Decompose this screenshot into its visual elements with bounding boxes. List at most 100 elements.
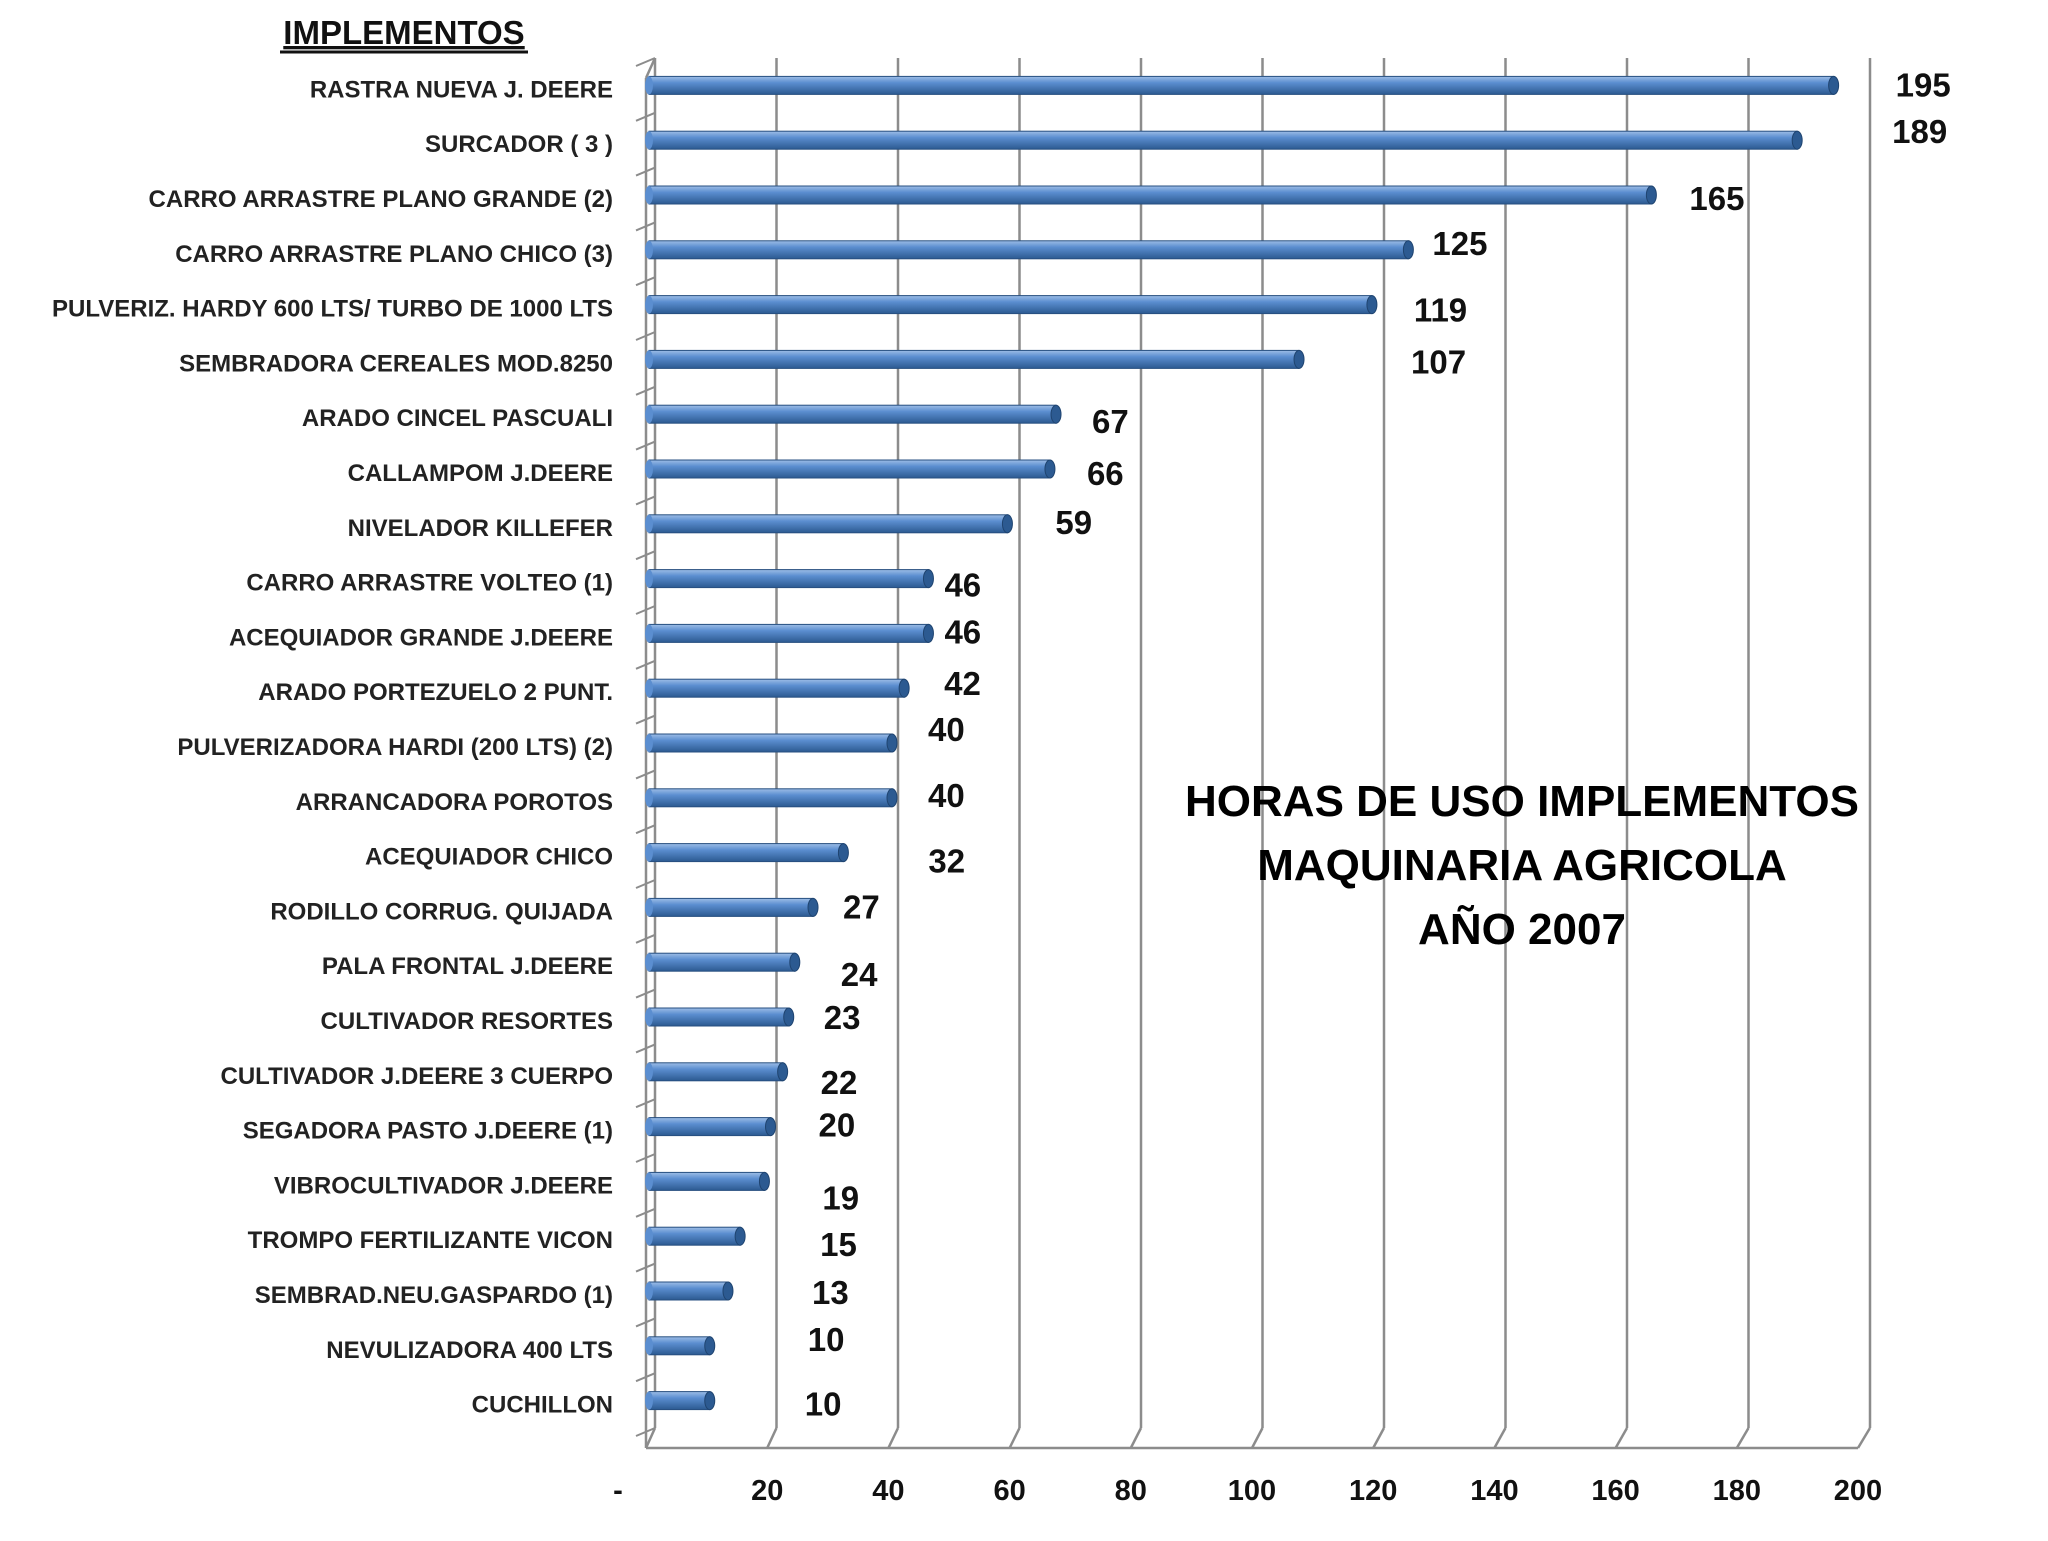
category-label: PULVERIZ. HARDY 600 LTS/ TURBO DE 1000 L… (52, 296, 613, 323)
gridline-depth (644, 1427, 657, 1449)
bar (648, 185, 1652, 205)
category-label: SEMBRADORA CEREALES MOD.8250 (179, 350, 613, 377)
bar-end-cap (734, 1226, 746, 1246)
category-tick (635, 440, 656, 451)
category-tick (635, 385, 656, 396)
bar (648, 1391, 711, 1411)
data-label: 22 (821, 1064, 858, 1101)
data-label: 165 (1689, 180, 1744, 217)
category-label: NIVELADOR KILLEFER (348, 515, 613, 542)
bar-start-cap (645, 788, 653, 807)
bar (648, 404, 1057, 424)
category-label: TROMPO FERTILIZANTE VICON (248, 1227, 613, 1254)
category-label: CARRO ARRASTRE PLANO GRANDE (2) (149, 186, 613, 213)
category-tick (635, 57, 656, 67)
bar-end-cap (1828, 75, 1840, 95)
category-label: RODILLO CORRUG. QUIJADA (270, 898, 613, 925)
bar-start-cap (645, 1172, 653, 1191)
bar (648, 240, 1409, 260)
gridline-depth (1372, 1427, 1386, 1449)
category-tick (635, 550, 656, 561)
bar-end-cap (886, 788, 898, 808)
data-label: 13 (812, 1274, 849, 1311)
data-label: 40 (928, 777, 965, 814)
bar (648, 897, 814, 917)
bar (648, 295, 1373, 315)
gridline-depth (1614, 1427, 1629, 1449)
bar-end-cap (922, 623, 934, 643)
data-label: 67 (1092, 403, 1129, 440)
data-label: 27 (843, 888, 880, 925)
data-label: 15 (820, 1226, 857, 1263)
category-tick (635, 988, 656, 999)
category-tick (635, 331, 656, 341)
x-tick-label: 40 (872, 1475, 904, 1507)
bar-start-cap (645, 624, 653, 643)
bar (648, 1281, 729, 1301)
bar-start-cap (645, 679, 653, 698)
x-tick-label: 100 (1228, 1475, 1276, 1507)
category-label: ARADO PORTEZUELO 2 PUNT. (258, 679, 613, 706)
data-label: 20 (819, 1107, 856, 1144)
bar-end-cap (777, 1062, 789, 1082)
data-label: 46 (944, 613, 981, 650)
bar-end-cap (758, 1171, 770, 1191)
category-tick (635, 1262, 656, 1273)
bar-start-cap (645, 953, 653, 972)
bar (648, 569, 929, 589)
category-label: ACEQUIADOR CHICO (365, 844, 613, 871)
data-label: 10 (808, 1321, 845, 1358)
grid-layer (635, 57, 1872, 1450)
data-label: 107 (1411, 343, 1466, 380)
category-label: SEMBRAD.NEU.GASPARDO (1) (255, 1282, 613, 1309)
category-tick (635, 605, 656, 615)
bar (648, 952, 796, 972)
bar-start-cap (645, 350, 653, 369)
bar-start-cap (645, 514, 653, 533)
category-tick (635, 166, 656, 177)
bar (648, 843, 844, 863)
x-tick-label: 160 (1591, 1475, 1639, 1507)
bar-end-cap (722, 1281, 734, 1301)
data-label: 23 (824, 999, 861, 1036)
data-label: 24 (841, 956, 878, 993)
bar-end-cap (783, 1007, 795, 1027)
bar (648, 733, 893, 753)
category-tick (635, 1098, 656, 1109)
chart-title-line: AÑO 2007 (1418, 904, 1626, 954)
category-label: VIBROCULTIVADOR J.DEERE (274, 1172, 613, 1199)
bar-end-cap (922, 569, 934, 589)
bar-end-cap (1402, 240, 1414, 260)
bar-start-cap (645, 186, 653, 204)
chart-heading: IMPLEMENTOS (283, 14, 524, 51)
bar-end-cap (837, 843, 849, 863)
bar-end-cap (1645, 185, 1657, 205)
bar-end-cap (1366, 295, 1378, 315)
bar-start-cap (645, 1391, 653, 1410)
category-tick (635, 659, 656, 670)
bar-end-cap (1293, 349, 1305, 369)
category-tick (635, 221, 656, 232)
left-wall-top (644, 57, 657, 79)
bar-start-cap (645, 569, 653, 588)
bar-start-cap (645, 460, 653, 478)
category-label: ACEQUIADOR GRANDE J.DEERE (229, 624, 613, 651)
bar-start-cap (645, 1227, 653, 1246)
bar (648, 1171, 765, 1191)
labels-layer: RASTRA NUEVA J. DEERE SURCADOR ( 3 ) CARRO… (52, 14, 1951, 1507)
bar-end-cap (704, 1336, 716, 1356)
bar (648, 514, 1008, 534)
x-tick-label: - (613, 1475, 623, 1507)
data-label: 42 (944, 665, 981, 702)
category-label: PULVERIZADORA HARDI (200 LTS) (2) (177, 734, 613, 761)
bar-start-cap (645, 295, 653, 314)
bar-start-cap (645, 1336, 653, 1355)
gridline-depth (1250, 1427, 1264, 1449)
bar-end-cap (1050, 404, 1062, 424)
gridline-depth (1008, 1427, 1021, 1449)
data-label: 59 (1055, 504, 1092, 541)
bar-end-cap (886, 733, 898, 753)
category-tick (635, 1317, 656, 1328)
data-label: 66 (1087, 455, 1124, 492)
